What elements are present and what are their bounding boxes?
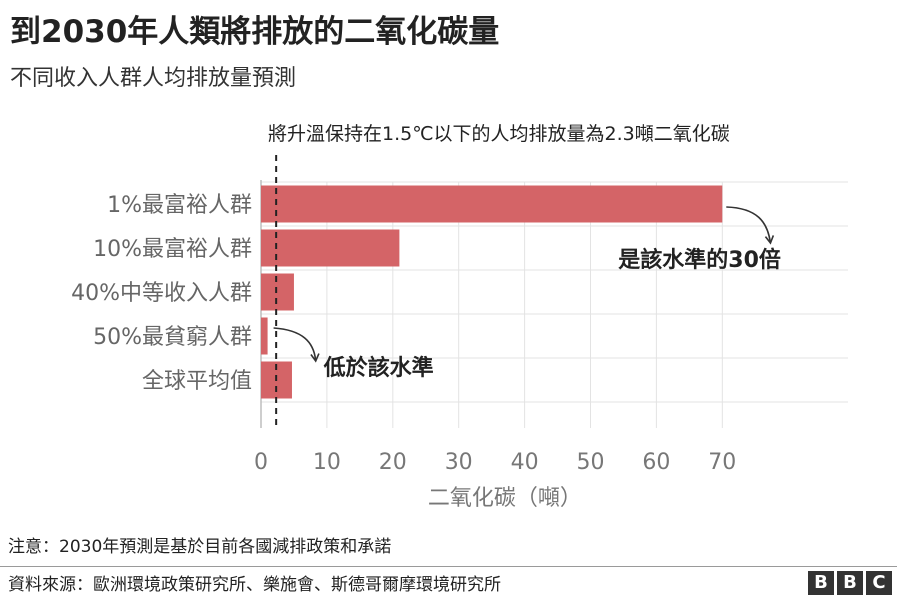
bar: [261, 317, 268, 355]
chart-title: 到2030年人類將排放的二氧化碳量: [10, 14, 500, 50]
footer-divider: [0, 566, 897, 567]
category-label: 40%中等收入人群: [71, 281, 252, 306]
x-tick-label: 30: [445, 450, 473, 475]
bar: [261, 273, 294, 311]
annotation-label: 低於該水準: [323, 355, 434, 381]
bbc-logo-letter: B: [837, 571, 863, 595]
x-tick-label: 70: [708, 450, 736, 475]
annotation-arrow: [726, 206, 775, 245]
x-tick-label: 60: [642, 450, 670, 475]
category-label: 10%最富裕人群: [93, 237, 252, 262]
bbc-logo-letter: C: [866, 571, 892, 595]
x-axis-label: 二氧化碳（噸）: [428, 486, 582, 511]
x-tick-label: 50: [577, 450, 605, 475]
annotation-arrow: [273, 327, 320, 363]
footnote: 注意：2030年預測是基於目前各國減排政策和承諾: [8, 537, 392, 557]
x-tick-label: 0: [254, 450, 268, 475]
threshold-label: 將升溫保持在1.5℃以下的人均排放量為2.3噸二氧化碳: [268, 123, 730, 145]
bar: [261, 185, 723, 223]
x-tick-label: 20: [379, 450, 407, 475]
bars: [261, 185, 723, 399]
x-tick-labels: 0 10 20 30 40 50 60 70: [254, 450, 736, 475]
x-tick-label: 40: [511, 450, 539, 475]
chart-subtitle: 不同收入人群人均排放量預測: [10, 66, 297, 91]
annotation-label: 是該水準的30倍: [618, 247, 781, 273]
x-tick-label: 10: [313, 450, 341, 475]
bbc-logo: B B C: [808, 571, 892, 595]
category-label: 全球平均值: [142, 369, 252, 394]
category-label: 1%最富裕人群: [107, 193, 252, 218]
bbc-logo-letter: B: [808, 571, 834, 595]
bar: [261, 229, 400, 267]
source-credit: 資料來源：歐洲環境政策研究所、樂施會、斯德哥爾摩環境研究所: [8, 575, 501, 595]
category-label: 50%最貧窮人群: [93, 325, 252, 350]
